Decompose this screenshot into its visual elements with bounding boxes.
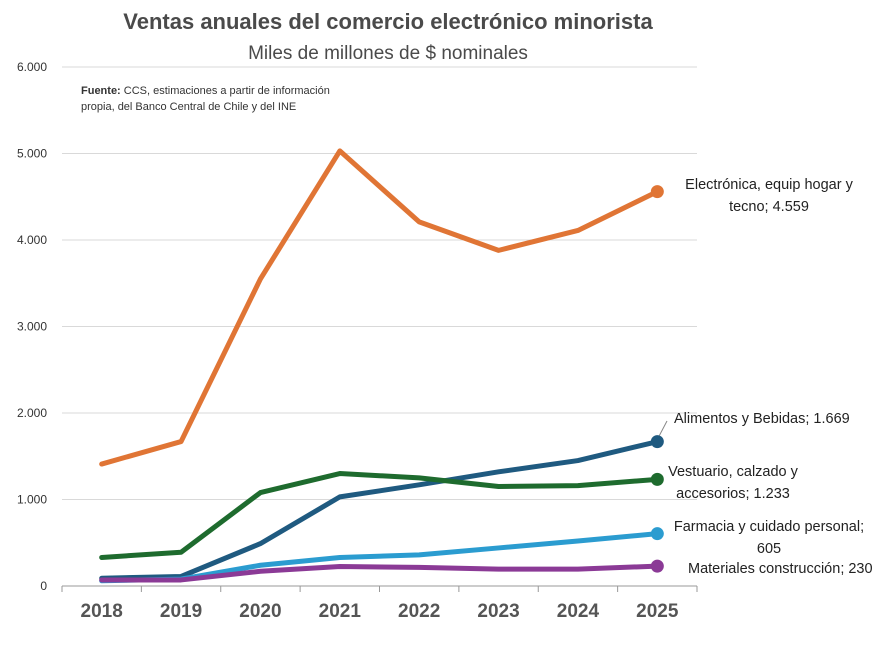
- x-tick-label: 2023: [477, 601, 519, 622]
- y-tick-label: 2.000: [17, 406, 47, 420]
- series-end-point-vestuario: [650, 472, 664, 486]
- y-tick-label: 1.000: [17, 493, 47, 507]
- x-tick-label: 2025: [636, 601, 679, 622]
- source-note-line-1: Fuente: CCS, estimaciones a partir de in…: [81, 85, 330, 97]
- series-label-alimentos: Alimentos y Bebidas; 1.669: [674, 411, 850, 427]
- chart-title: Ventas anuales del comercio electrónico …: [123, 9, 653, 34]
- series-label-materiales: Materiales construcción; 230: [688, 561, 873, 577]
- y-tick-label: 3.000: [17, 320, 47, 334]
- source-note-line-2: propia, del Banco Central de Chile y del…: [81, 101, 296, 113]
- series-label-vestuario: Vestuario, calzado y accesorios; 1.233: [668, 464, 799, 502]
- series-end-point-materiales: [650, 559, 664, 573]
- x-tick-label: 2021: [319, 601, 362, 622]
- chart-subtitle: Miles de millones de $ nominales: [248, 43, 528, 64]
- y-tick-label: 4.000: [17, 233, 47, 247]
- x-tick-label: 2022: [398, 601, 440, 622]
- source-label: Fuente:: [81, 85, 121, 97]
- series-end-point-electronica: [650, 185, 664, 199]
- series-line-electronica: [99, 148, 660, 467]
- y-axis-ticks: 0 1.000 2.000 3.000 4.000 5.000 6.000: [17, 60, 47, 593]
- label-leader-line: [658, 420, 668, 436]
- series-end-point-alimentos: [650, 435, 664, 449]
- y-tick-label: 5.000: [17, 147, 47, 161]
- gridlines: [62, 66, 697, 500]
- series-label-electronica: Electrónica, equip hogar y tecno; 4.559: [685, 177, 853, 215]
- source-text-1: CCS, estimaciones a partir de informació…: [121, 85, 330, 97]
- series-line-alimentos: [99, 439, 660, 581]
- y-tick-label: 0: [40, 579, 47, 593]
- x-tick-label: 2019: [160, 601, 202, 622]
- x-tick-label: 2020: [239, 601, 281, 622]
- series-line-materiales: [99, 563, 660, 583]
- y-tick-label: 6.000: [17, 60, 47, 74]
- x-tick-label: 2018: [81, 601, 123, 622]
- series-lines: [99, 148, 664, 584]
- series-labels: Electrónica, equip hogar y tecno; 4.559 Al…: [658, 177, 873, 577]
- series-line-vestuario: [99, 471, 660, 560]
- series-label-farmacia: Farmacia y cuidado personal; 605: [674, 519, 864, 557]
- series-end-point-farmacia: [650, 527, 664, 541]
- x-axis: 2018 2019 2020 2021 2022 2023 2024 2025: [61, 585, 698, 622]
- x-tick-label: 2024: [557, 601, 600, 622]
